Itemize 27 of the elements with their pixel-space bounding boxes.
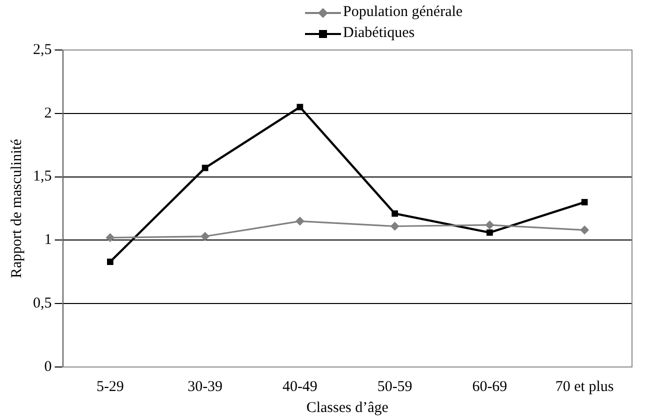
x-tick-label: 5-29 <box>96 378 124 395</box>
y-tick-label: 2,5 <box>33 42 52 58</box>
point <box>107 258 114 265</box>
x-tick-label: 50-59 <box>377 378 412 395</box>
y-tick-label: 2 <box>44 105 52 122</box>
x-tick-label: 60-69 <box>472 378 508 395</box>
y-tick-label: 1,5 <box>33 168 52 185</box>
x-tick-label: 30-39 <box>188 378 223 395</box>
x-tick-label: 70 et plus <box>555 378 614 395</box>
legend-label: Diabétiques <box>343 25 415 42</box>
y-tick-label: 0 <box>44 358 52 375</box>
y-tick-label: 1 <box>44 232 52 248</box>
x-tick-label: 40-49 <box>282 378 318 395</box>
point <box>390 222 400 231</box>
y-tick-label: 0,5 <box>33 296 52 312</box>
point <box>392 210 398 217</box>
point <box>295 216 304 226</box>
point <box>581 198 588 206</box>
point <box>202 164 208 172</box>
point <box>200 232 210 241</box>
y-axis-title: Rapport de masculinité <box>8 138 25 278</box>
point <box>106 233 115 242</box>
x-axis-title: Classes d’âge <box>306 400 389 416</box>
point <box>485 220 494 230</box>
point <box>580 226 590 235</box>
legend-label: Population générale <box>343 4 463 21</box>
point <box>486 229 493 236</box>
